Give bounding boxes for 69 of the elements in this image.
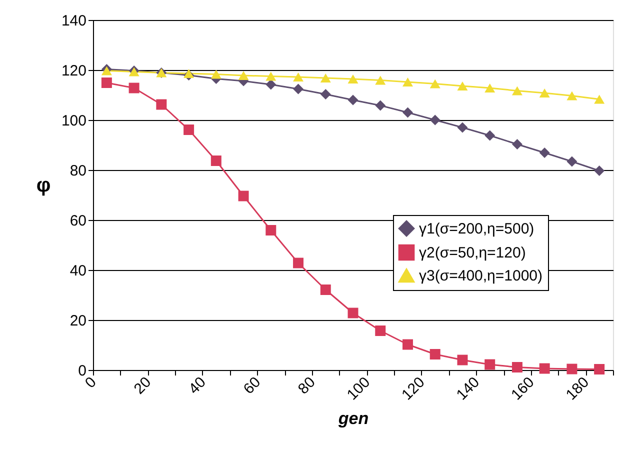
x-tick-label: 60 — [240, 374, 264, 398]
point — [512, 362, 522, 372]
x-axis-title: gen — [337, 408, 369, 428]
point — [293, 72, 304, 82]
point — [266, 225, 276, 236]
point — [430, 79, 440, 88]
point — [184, 124, 194, 135]
point — [128, 82, 140, 94]
point — [484, 359, 496, 370]
point — [457, 354, 468, 366]
point — [430, 349, 440, 360]
point — [238, 190, 249, 202]
point — [375, 76, 386, 85]
legend-label: γ3(σ=400,η=1000) — [419, 268, 543, 284]
point — [430, 114, 440, 126]
legend-label: γ1(σ=200,η=500) — [419, 220, 534, 238]
y-tick-label: 140 — [61, 12, 86, 30]
point — [375, 326, 386, 336]
y-tick-label: 120 — [61, 62, 86, 80]
y-tick-label: 40 — [70, 262, 86, 280]
y-tick-label: 100 — [61, 112, 86, 130]
x-tick-label: 100 — [344, 374, 374, 404]
point — [402, 339, 413, 350]
point — [348, 94, 358, 106]
point — [539, 88, 550, 98]
x-tick-label: 120 — [398, 374, 428, 404]
x-tick-label: 140 — [453, 374, 484, 404]
point — [320, 73, 331, 83]
x-tick-label: 80 — [294, 374, 319, 398]
point — [210, 156, 222, 166]
point — [320, 89, 331, 100]
point — [512, 86, 522, 96]
point — [539, 148, 550, 158]
point — [293, 84, 304, 94]
point — [375, 100, 386, 111]
point — [484, 130, 496, 141]
y-tick-label: 0 — [78, 362, 86, 380]
point — [156, 99, 167, 110]
point — [402, 77, 413, 87]
point — [293, 258, 304, 268]
legend-label: γ2(σ=50,η=120) — [419, 244, 526, 262]
point — [566, 364, 578, 374]
point — [348, 74, 358, 84]
y-tick-label: 80 — [70, 162, 86, 180]
point — [512, 139, 522, 150]
point — [594, 166, 605, 176]
point — [457, 81, 468, 91]
point — [402, 107, 413, 118]
point — [348, 308, 358, 318]
x-tick-label: 20 — [130, 374, 155, 398]
y-tick-label: 60 — [70, 212, 86, 230]
point — [266, 72, 276, 81]
x-tick-label: 40 — [186, 374, 210, 398]
point — [566, 156, 578, 167]
y-tick-label: 20 — [70, 312, 86, 330]
point — [457, 122, 468, 133]
point — [566, 91, 578, 100]
point — [594, 94, 605, 104]
point — [266, 79, 276, 90]
point — [539, 363, 550, 374]
x-tick-label: 180 — [562, 374, 592, 404]
x-tick-label: 160 — [508, 374, 538, 404]
point — [101, 78, 112, 88]
point — [320, 284, 331, 295]
point — [210, 70, 222, 79]
point — [238, 70, 249, 80]
y-axis-title: φ — [36, 174, 51, 196]
point — [594, 364, 605, 374]
point — [484, 83, 496, 93]
